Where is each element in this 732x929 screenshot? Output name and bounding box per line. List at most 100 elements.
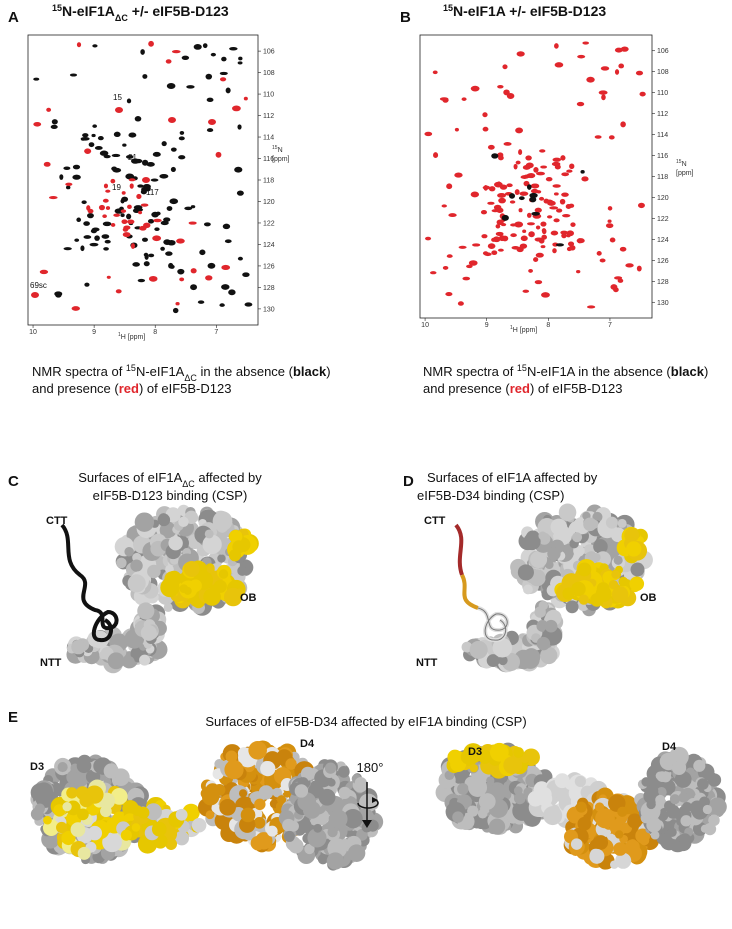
peak — [481, 234, 488, 239]
surface-atom — [593, 539, 608, 554]
peak — [50, 124, 58, 129]
peak — [199, 249, 206, 256]
peak — [97, 135, 104, 141]
surface-atom — [131, 823, 141, 832]
surface-atom — [544, 619, 558, 633]
y-tick-label: 120 — [657, 195, 669, 202]
surface-atom — [669, 794, 681, 805]
domain-label: CTT — [424, 515, 446, 527]
surface-atom — [574, 775, 586, 788]
surface-atom — [702, 804, 712, 815]
subscript: ΔC — [115, 13, 128, 23]
rotation-arrow — [357, 799, 379, 809]
peak — [482, 112, 488, 118]
y-tick-label: 116 — [657, 153, 668, 160]
surface-atom — [681, 801, 693, 813]
peak — [102, 198, 109, 203]
peak — [160, 220, 169, 226]
peak — [121, 191, 126, 195]
peak — [596, 251, 602, 256]
surface-atom — [646, 799, 656, 810]
y-tick-label: 106 — [657, 48, 669, 55]
peak — [497, 193, 507, 198]
surface-atom — [66, 770, 80, 785]
peak — [566, 233, 571, 238]
y-tick-label: 124 — [657, 237, 669, 244]
peak — [105, 189, 111, 193]
surface-atom — [294, 784, 309, 798]
peak — [136, 193, 142, 200]
peak — [148, 40, 154, 47]
peak — [121, 219, 128, 224]
superscript: 15 — [272, 145, 278, 151]
surface-atom — [165, 838, 178, 850]
peak-annotation: 15 — [113, 93, 122, 102]
peak — [533, 166, 539, 173]
peak — [635, 70, 644, 76]
peak — [547, 200, 556, 206]
peak — [487, 144, 495, 150]
peak — [561, 192, 569, 197]
peak — [576, 270, 581, 274]
caption-part: and presence ( — [423, 381, 510, 396]
peak — [153, 218, 162, 223]
peak — [228, 289, 236, 296]
peak — [466, 264, 473, 269]
peak — [186, 85, 195, 89]
peak — [125, 173, 135, 180]
domain-label: NTT — [416, 657, 438, 669]
peak — [581, 176, 589, 182]
surface-atom — [318, 788, 336, 806]
peak — [103, 247, 109, 251]
peak — [69, 73, 78, 77]
surface-atom — [453, 770, 467, 784]
peak — [545, 176, 553, 182]
superscript: 15 — [676, 159, 682, 165]
panel-title: Surfaces of eIF5B-D34 affected by eIF1A … — [205, 714, 526, 729]
spectrum-frame — [419, 34, 653, 319]
peak — [148, 275, 158, 282]
surface-atom — [512, 800, 533, 821]
peak — [594, 135, 602, 139]
peak — [115, 289, 122, 294]
peak — [446, 183, 453, 190]
panel-label: C — [8, 473, 19, 490]
peak — [610, 284, 618, 290]
surface-atom — [593, 835, 609, 850]
peak — [600, 66, 610, 71]
peak — [48, 196, 58, 200]
surface-atom — [326, 852, 345, 870]
peak — [103, 183, 109, 189]
surface-atom — [575, 801, 587, 813]
caption-part: N-eIF1A in the absence ( — [527, 364, 671, 379]
panel-title: eIF5B-D123 binding (CSP) — [93, 488, 248, 503]
peak — [587, 305, 596, 309]
peak — [170, 147, 177, 152]
peak — [111, 166, 118, 171]
peak — [534, 207, 542, 213]
y-tick-label: 110 — [657, 90, 668, 97]
y-tick-label: 122 — [263, 220, 275, 227]
surface-atom — [283, 830, 295, 842]
peak — [113, 131, 121, 138]
peak — [31, 292, 39, 298]
surface-atom — [530, 550, 548, 569]
surface-atom — [611, 586, 629, 603]
peak — [565, 204, 572, 209]
surface-atom — [700, 824, 709, 833]
peak — [519, 191, 529, 196]
peak — [125, 154, 134, 159]
peak — [163, 217, 171, 222]
peak — [39, 269, 49, 275]
surface-atom — [547, 546, 561, 561]
peak — [127, 204, 132, 210]
peak — [94, 235, 100, 241]
surface-atom — [103, 763, 119, 779]
peak — [106, 275, 111, 279]
peak — [442, 265, 449, 270]
peak — [136, 208, 144, 212]
spectrum-peaks — [424, 41, 646, 309]
peak — [110, 178, 116, 184]
surface-atom — [102, 832, 122, 853]
surface-atom — [609, 818, 627, 837]
